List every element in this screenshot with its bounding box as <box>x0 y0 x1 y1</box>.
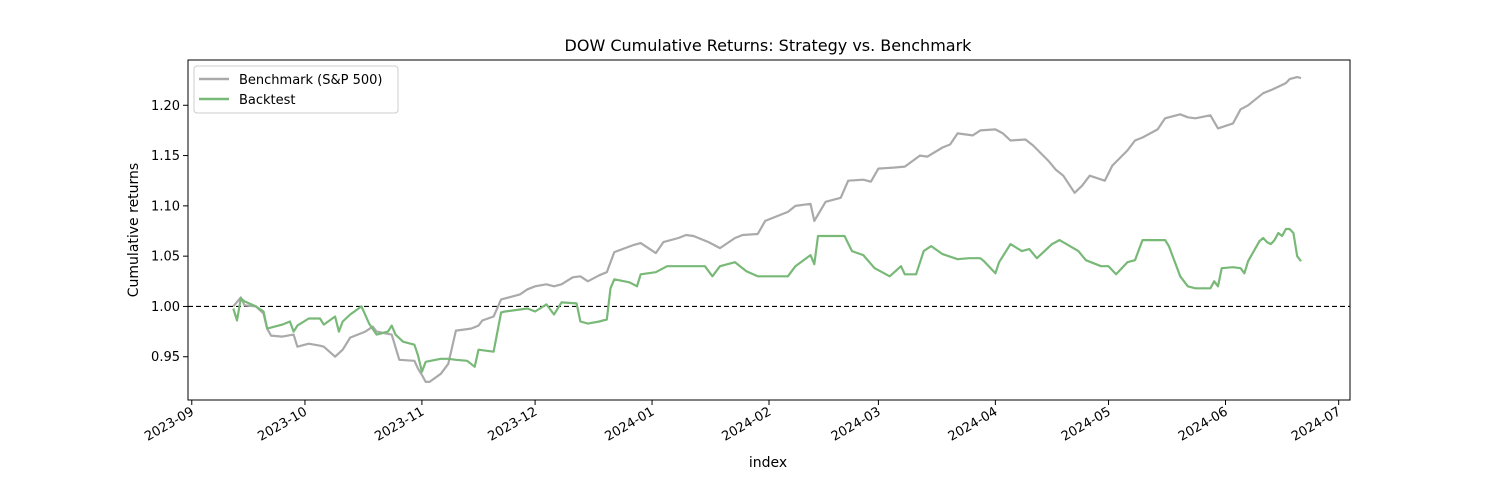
x-tick-label: 2023-11 <box>372 404 427 444</box>
x-tick-label: 2024-02 <box>719 404 774 444</box>
series-group <box>232 75 1302 383</box>
x-tick-label: 2023-10 <box>255 404 310 444</box>
x-tick-label: 2024-06 <box>1176 404 1231 444</box>
y-tick-label: 1.00 <box>151 300 180 315</box>
series-line-backtest <box>232 227 1302 373</box>
y-tick-label: 0.95 <box>151 350 180 365</box>
x-tick-label: 2024-04 <box>946 404 1001 444</box>
x-tick-label: 2023-09 <box>142 404 197 444</box>
legend-box <box>193 65 399 114</box>
y-axis: 0.95 1.00 1.05 1.10 1.15 1.20 <box>151 99 188 365</box>
x-tick-label: 2023-12 <box>486 404 541 444</box>
x-axis: 2023-09 2023-10 2023-11 2023-12 2024-01 2024-… <box>142 400 1344 445</box>
y-tick-label: 1.10 <box>151 199 180 214</box>
x-tick-label: 2024-07 <box>1289 404 1344 444</box>
y-tick-label: 1.20 <box>151 99 180 114</box>
series-line-benchmark <box>232 75 1302 383</box>
legend: Benchmark (S&P 500) Backtest <box>193 65 399 114</box>
chart-title: DOW Cumulative Returns: Strategy vs. Ben… <box>565 36 973 55</box>
y-tick-label: 1.05 <box>151 250 180 265</box>
x-tick-label: 2024-05 <box>1059 404 1114 444</box>
legend-label-backtest: Backtest <box>239 93 296 108</box>
y-tick-label: 1.15 <box>151 149 180 164</box>
x-axis-title: index <box>749 455 787 471</box>
legend-label-benchmark: Benchmark (S&P 500) <box>239 73 383 88</box>
y-axis-title: Cumulative returns <box>126 163 142 297</box>
x-tick-label: 2024-01 <box>602 404 657 444</box>
x-tick-label: 2024-03 <box>829 404 884 444</box>
